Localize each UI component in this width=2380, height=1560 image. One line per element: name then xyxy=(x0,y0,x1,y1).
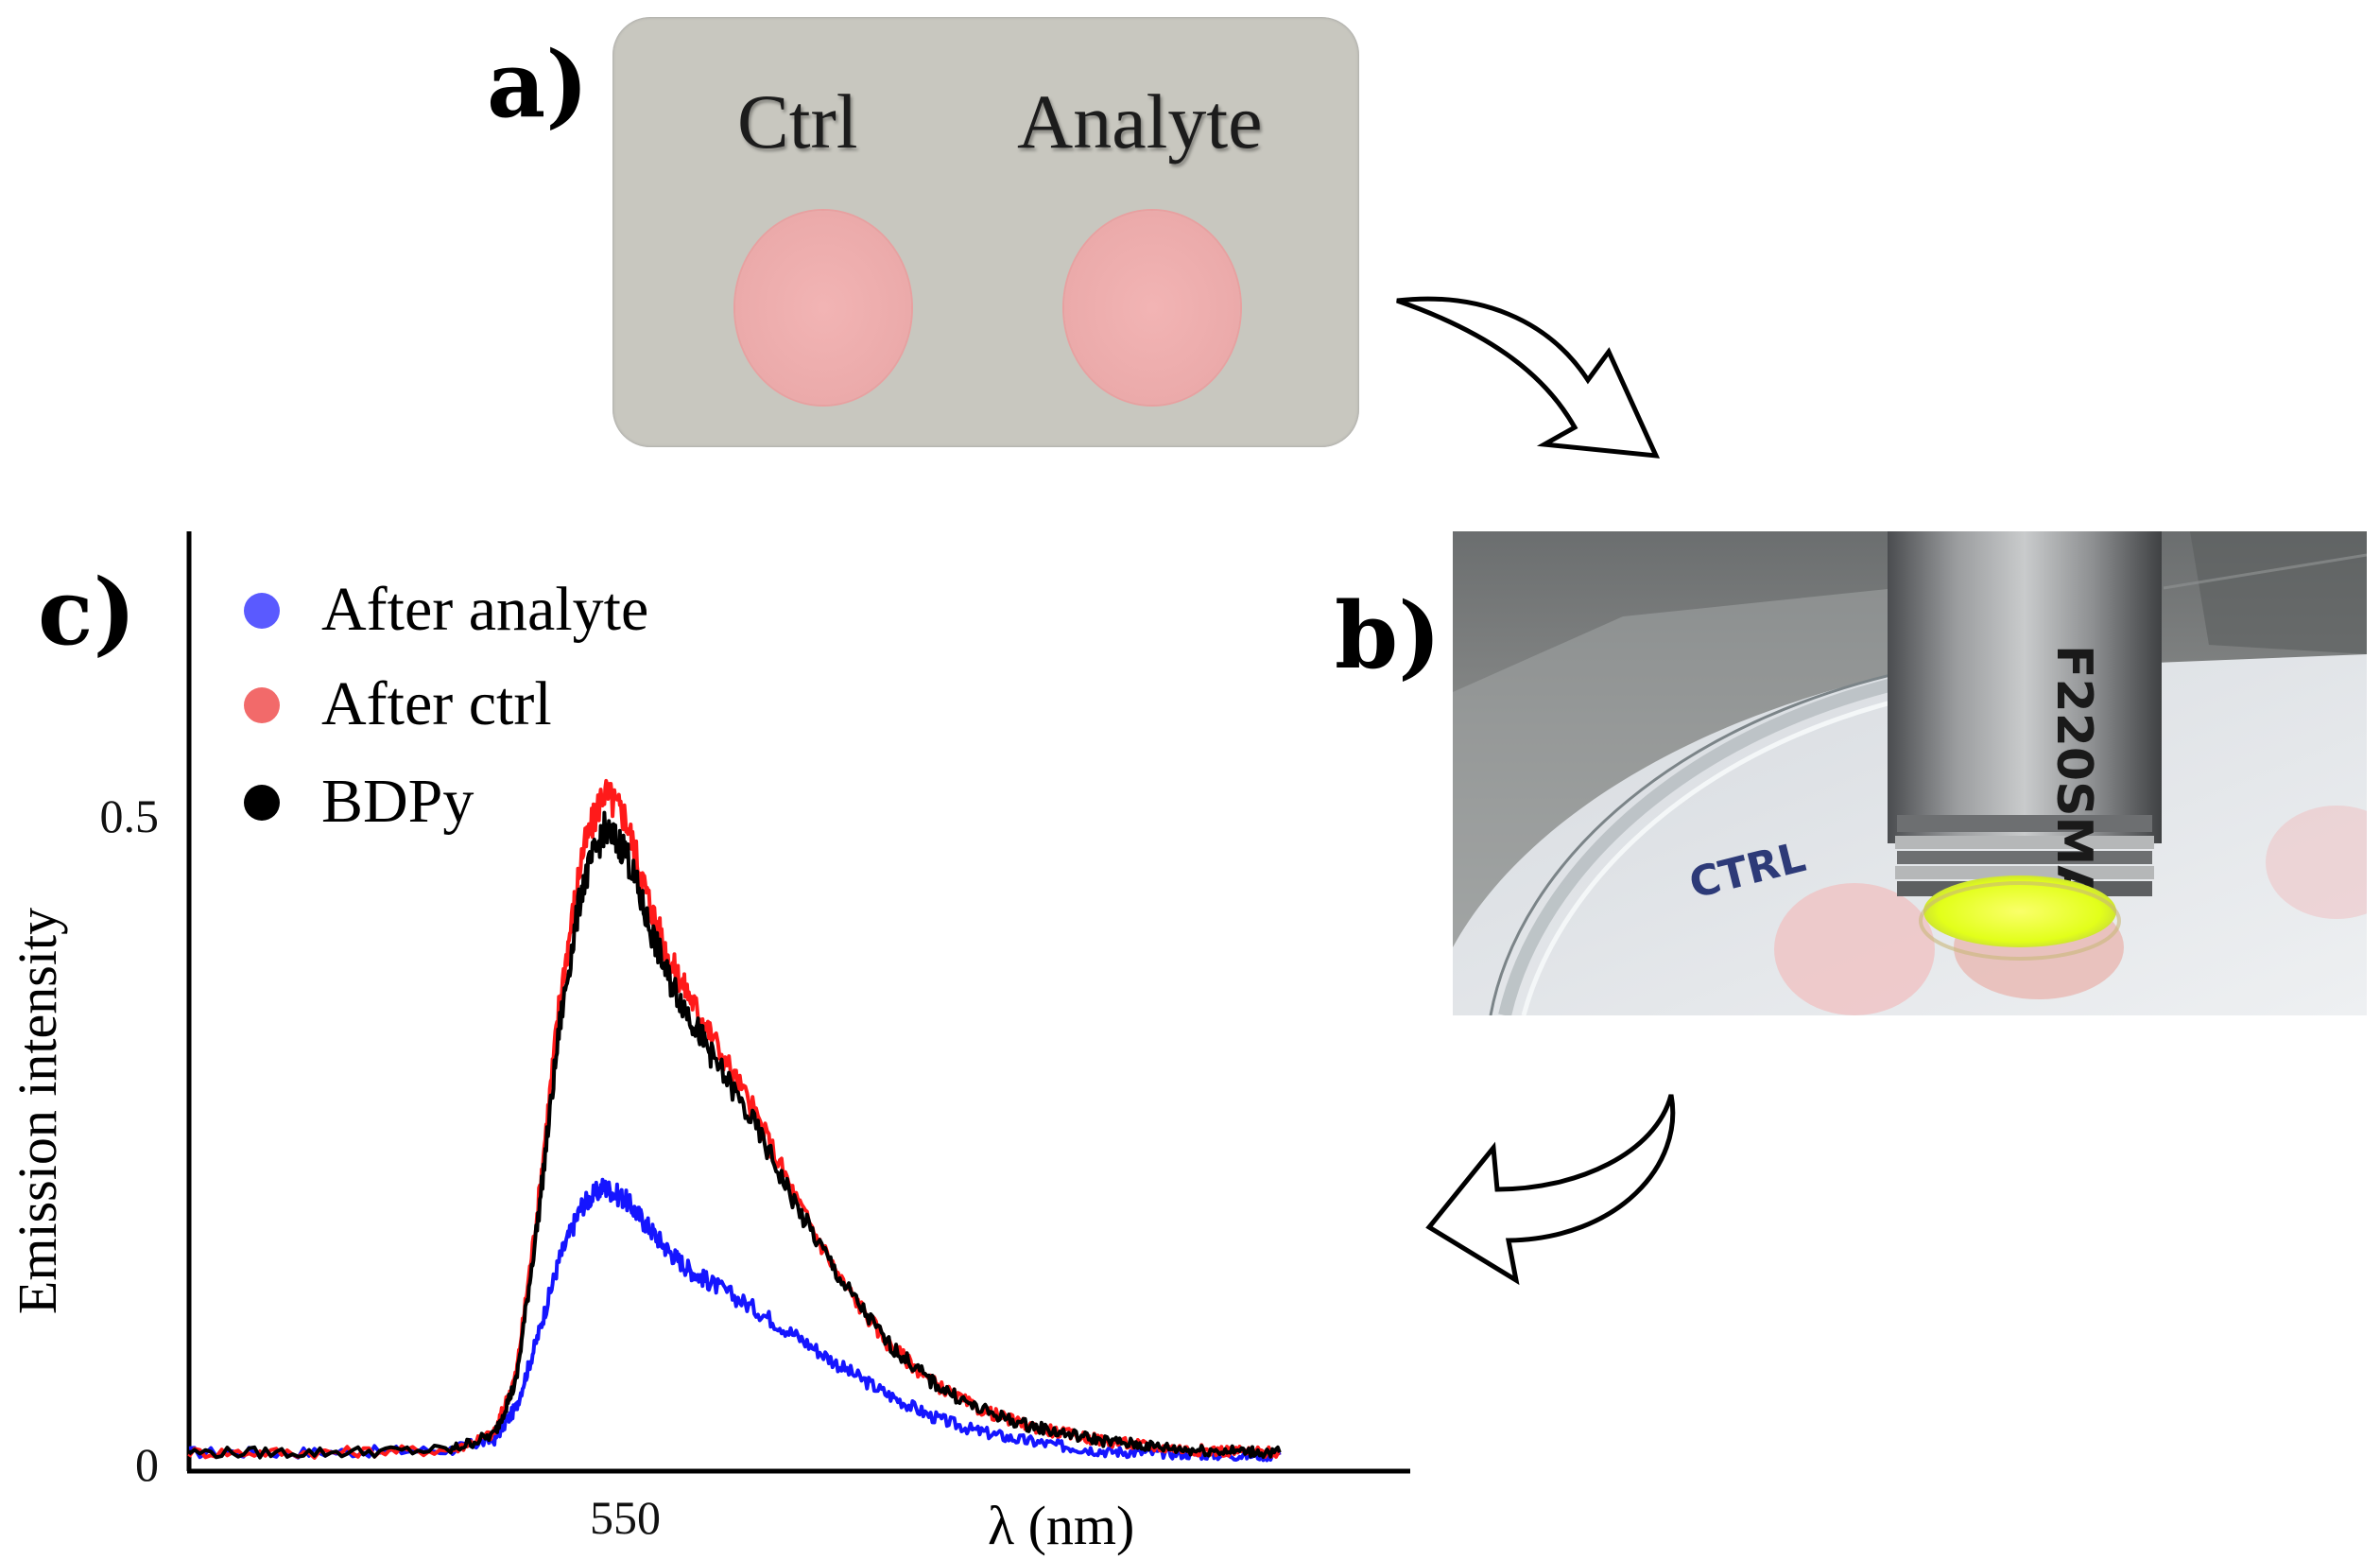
panel-c-label: c) xyxy=(38,559,136,666)
probe-engraving-text: F220SMA- xyxy=(2045,645,2102,924)
legend-dot-after-analyte xyxy=(244,593,280,629)
chart-legend: After analyte After ctrl BDPy xyxy=(244,579,773,853)
legend-label-after-ctrl: After ctrl xyxy=(321,669,552,738)
series-line-bdpy xyxy=(187,810,1282,1460)
ctrl-sample-spot xyxy=(735,211,911,405)
photo-illustration: CTRL F220SMA- xyxy=(1453,531,2367,1015)
series-line-after-analyte xyxy=(188,1177,1282,1463)
legend-dot-bdpy xyxy=(244,785,280,821)
legend-dot-after-ctrl xyxy=(244,687,280,723)
panel-a-label: a) xyxy=(487,31,589,138)
panel-b-label: b) xyxy=(1335,582,1441,689)
x-tick-label-0: 550 xyxy=(590,1491,661,1544)
series-line-after-ctrl xyxy=(187,778,1281,1460)
sample-strip-panel: Ctrl Analyte xyxy=(612,17,1359,447)
legend-label-bdpy: BDPy xyxy=(321,767,474,836)
y-tick-label-1: 0.5 xyxy=(100,789,160,842)
y-tick-label-0: 0 xyxy=(135,1438,159,1491)
emission-chart: 550 0 0.5 xyxy=(100,531,1410,1544)
analyte-column-label: Analyte xyxy=(1017,78,1263,165)
legend-label-after-analyte: After analyte xyxy=(321,575,649,644)
tick-layer: 550 0 0.5 xyxy=(100,789,662,1544)
analyte-sample-spot xyxy=(1064,211,1240,405)
arrow-b-to-c-icon xyxy=(1425,1094,1676,1286)
chart-axes xyxy=(186,531,1410,1474)
x-axis-title: λ (nm) xyxy=(988,1495,1135,1556)
series-layer xyxy=(187,778,1282,1463)
ctrl-column-label: Ctrl xyxy=(737,78,858,165)
arrow-a-to-b-icon xyxy=(1396,296,1661,459)
y-axis-title: Emission intensity xyxy=(7,907,68,1315)
probe-measurement-photo: CTRL F220SMA- xyxy=(1453,531,2367,1015)
